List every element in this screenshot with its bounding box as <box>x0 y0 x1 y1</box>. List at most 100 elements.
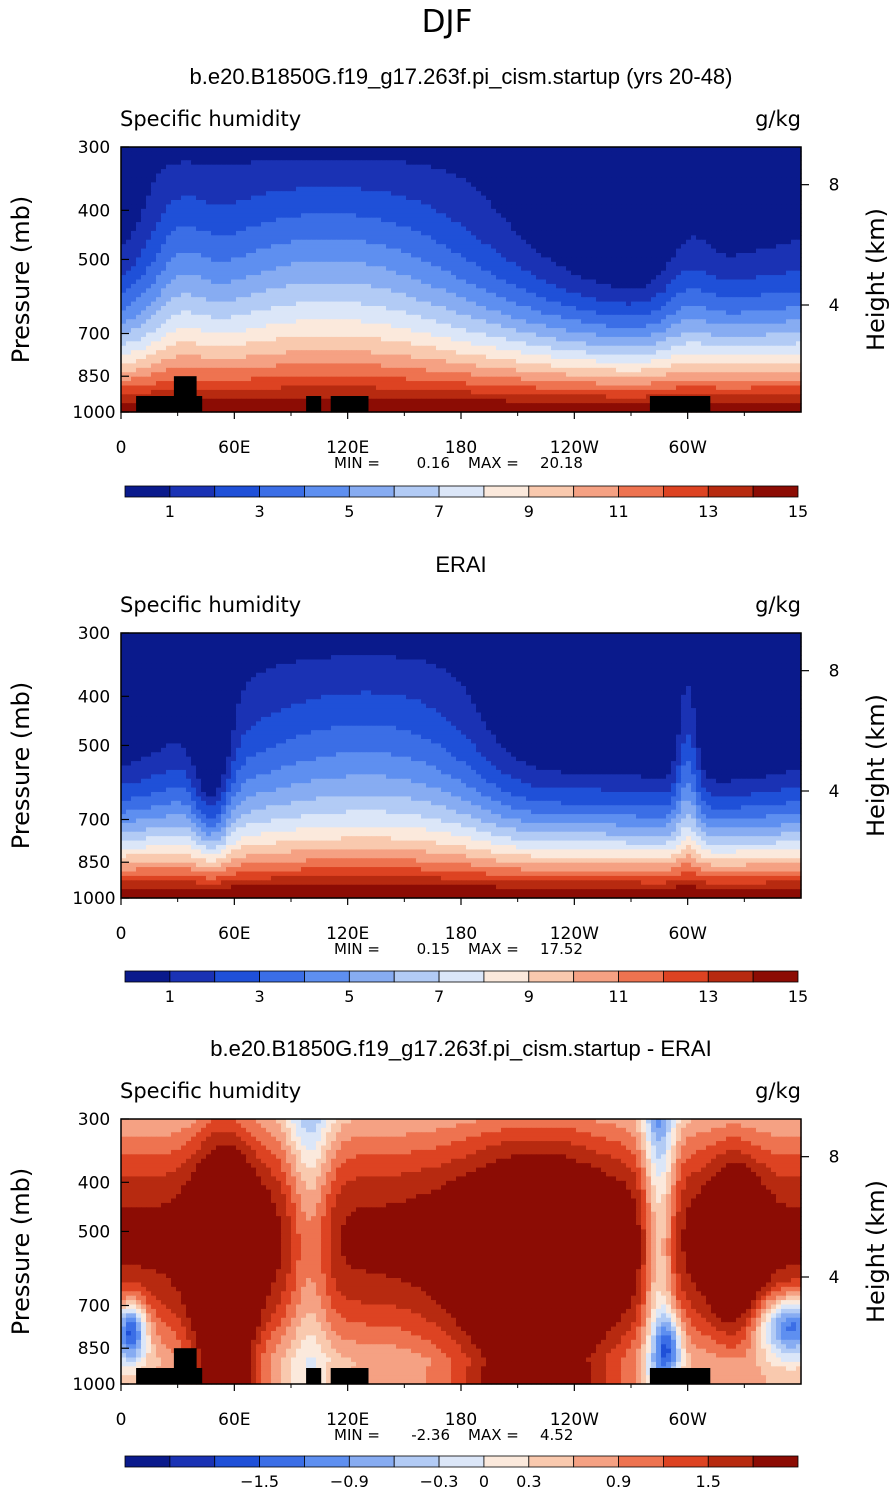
contour-cell <box>791 213 797 219</box>
contour-cell <box>296 275 302 281</box>
contour-cell <box>126 155 132 161</box>
contour-cell <box>656 195 662 201</box>
contour-cell <box>246 191 252 197</box>
contour-cell <box>696 151 702 157</box>
contour-cell <box>221 270 227 276</box>
contour-cell <box>601 248 607 254</box>
contour-cell <box>566 292 572 298</box>
contour-cell <box>351 204 357 210</box>
contour-cell <box>431 257 437 263</box>
contour-cell <box>316 253 322 259</box>
contour-cell <box>486 279 492 285</box>
contour-cell <box>276 169 282 175</box>
contour-cell <box>741 200 747 206</box>
contour-cell <box>596 155 602 161</box>
contour-cell <box>391 244 397 250</box>
contour-cell <box>311 279 317 285</box>
contour-cell <box>231 217 237 223</box>
contour-cell <box>556 164 562 170</box>
contour-cell <box>766 147 772 153</box>
contour-cell <box>161 266 167 272</box>
contour-cell <box>176 239 182 245</box>
contour-cell <box>311 292 317 298</box>
contour-cell <box>561 244 567 250</box>
contour-cell <box>781 270 787 276</box>
contour-cell <box>156 275 162 281</box>
contour-cell <box>526 208 532 214</box>
contour-cell <box>441 191 447 197</box>
contour-cell <box>571 173 577 179</box>
contour-cell <box>141 173 147 179</box>
contour-cell <box>481 297 487 303</box>
contour-cell <box>621 186 627 192</box>
contour-cell <box>156 213 162 219</box>
contour-cell <box>586 244 592 250</box>
contour-cell <box>451 275 457 281</box>
contour-cell <box>736 292 742 298</box>
contour-cell <box>176 270 182 276</box>
contour-cell <box>266 266 272 272</box>
contour-cell <box>496 244 502 250</box>
contour-cell <box>616 200 622 206</box>
contour-cell <box>656 288 662 294</box>
contour-cell <box>731 244 737 250</box>
contour-cell <box>191 270 197 276</box>
contour-cell <box>371 191 377 197</box>
contour-cell <box>136 177 142 183</box>
contour-cell <box>591 226 597 232</box>
contour-cell <box>701 191 707 197</box>
contour-cell <box>251 191 257 197</box>
contour-cell <box>571 169 577 175</box>
contour-cell <box>541 230 547 236</box>
contour-cell <box>136 200 142 206</box>
contour-cell <box>731 275 737 281</box>
contour-cell <box>501 226 507 232</box>
contour-cell <box>261 292 267 298</box>
contour-cell <box>451 204 457 210</box>
contour-cell <box>696 208 702 214</box>
contour-cell <box>346 204 352 210</box>
contour-cell <box>676 222 682 228</box>
contour-cell <box>706 164 712 170</box>
contour-cell <box>736 164 742 170</box>
contour-cell <box>226 306 232 312</box>
contour-cell <box>206 204 212 210</box>
contour-cell <box>131 155 137 161</box>
contour-cell <box>441 151 447 157</box>
contour-cell <box>596 306 602 312</box>
contour-cell <box>316 244 322 250</box>
contour-cell <box>616 155 622 161</box>
contour-cell <box>796 222 802 228</box>
contour-cell <box>636 292 642 298</box>
contour-cell <box>366 204 372 210</box>
contour-cell <box>276 226 282 232</box>
contour-cell <box>461 261 467 267</box>
contour-cell <box>401 182 407 188</box>
contour-cell <box>351 261 357 267</box>
contour-cell <box>201 164 207 170</box>
contour-cell <box>481 226 487 232</box>
contour-cell <box>521 239 527 245</box>
contour-cell <box>281 297 287 303</box>
contour-cell <box>566 306 572 312</box>
contour-cell <box>546 270 552 276</box>
contour-cell <box>741 275 747 281</box>
contour-cell <box>761 297 767 303</box>
contour-cell <box>196 177 202 183</box>
contour-cell <box>686 147 692 153</box>
contour-cell <box>521 182 527 188</box>
contour-cell <box>681 266 687 272</box>
contour-cell <box>421 164 427 170</box>
contour-cell <box>251 239 257 245</box>
contour-cell <box>681 147 687 153</box>
contour-cell <box>526 306 532 312</box>
contour-cell <box>336 279 342 285</box>
contour-cell <box>131 235 137 241</box>
contour-cell <box>551 248 557 254</box>
contour-cell <box>381 200 387 206</box>
contour-cell <box>386 155 392 161</box>
contour-cell <box>481 186 487 192</box>
contour-cell <box>661 230 667 236</box>
contour-cell <box>526 297 532 303</box>
contour-cell <box>691 147 697 153</box>
